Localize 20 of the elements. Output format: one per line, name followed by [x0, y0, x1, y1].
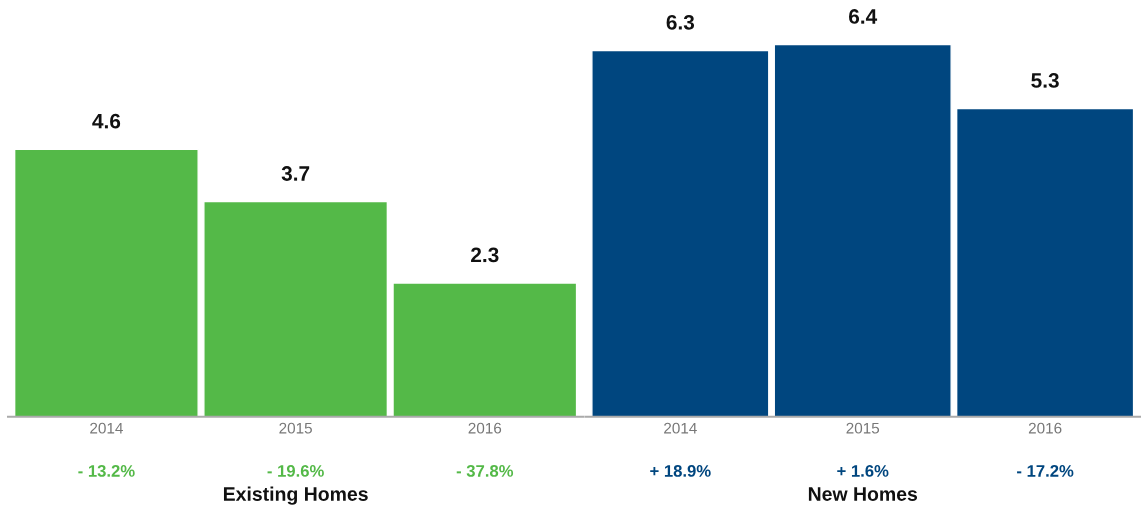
- x-tick-label: 2016: [468, 422, 502, 434]
- x-tick-label: 2015: [846, 422, 880, 434]
- data-label: 5.3: [1031, 73, 1059, 88]
- data-label: 6.4: [849, 9, 878, 24]
- text: - 19.6%: [267, 465, 324, 477]
- data-label: 4.6: [92, 113, 121, 129]
- x-axis-title: Existing Homes: [223, 486, 368, 505]
- text: + 1.6%: [837, 465, 889, 477]
- text: - 17.2%: [1017, 465, 1074, 477]
- data-label: 2.3: [471, 247, 499, 263]
- x-tick-label: 2014: [664, 422, 697, 434]
- text: + 18.9%: [650, 465, 711, 477]
- text: - 13.2%: [78, 465, 135, 477]
- data-label: 3.7: [281, 166, 310, 181]
- x-tick-label: 2015: [279, 422, 312, 434]
- x-tick-label: 2014: [90, 422, 123, 434]
- x-tick-label: 2016: [1028, 422, 1062, 434]
- x-axis-title: New Homes: [808, 487, 918, 501]
- text: - 37.8%: [456, 465, 514, 477]
- data-label: 6.3: [666, 14, 695, 30]
